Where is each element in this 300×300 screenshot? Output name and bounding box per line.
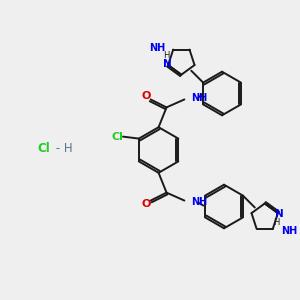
- Text: NH: NH: [191, 94, 208, 103]
- Text: O: O: [141, 199, 150, 208]
- Text: - H: - H: [52, 142, 72, 154]
- Text: N: N: [163, 59, 172, 69]
- Text: O: O: [141, 92, 150, 101]
- Text: N: N: [274, 209, 283, 219]
- Text: Cl: Cl: [38, 142, 50, 154]
- Text: NH: NH: [281, 226, 297, 236]
- Text: H: H: [163, 51, 170, 60]
- Text: NH: NH: [149, 43, 165, 52]
- Text: NH: NH: [191, 196, 208, 206]
- Text: H: H: [273, 218, 279, 227]
- Text: Cl: Cl: [111, 132, 123, 142]
